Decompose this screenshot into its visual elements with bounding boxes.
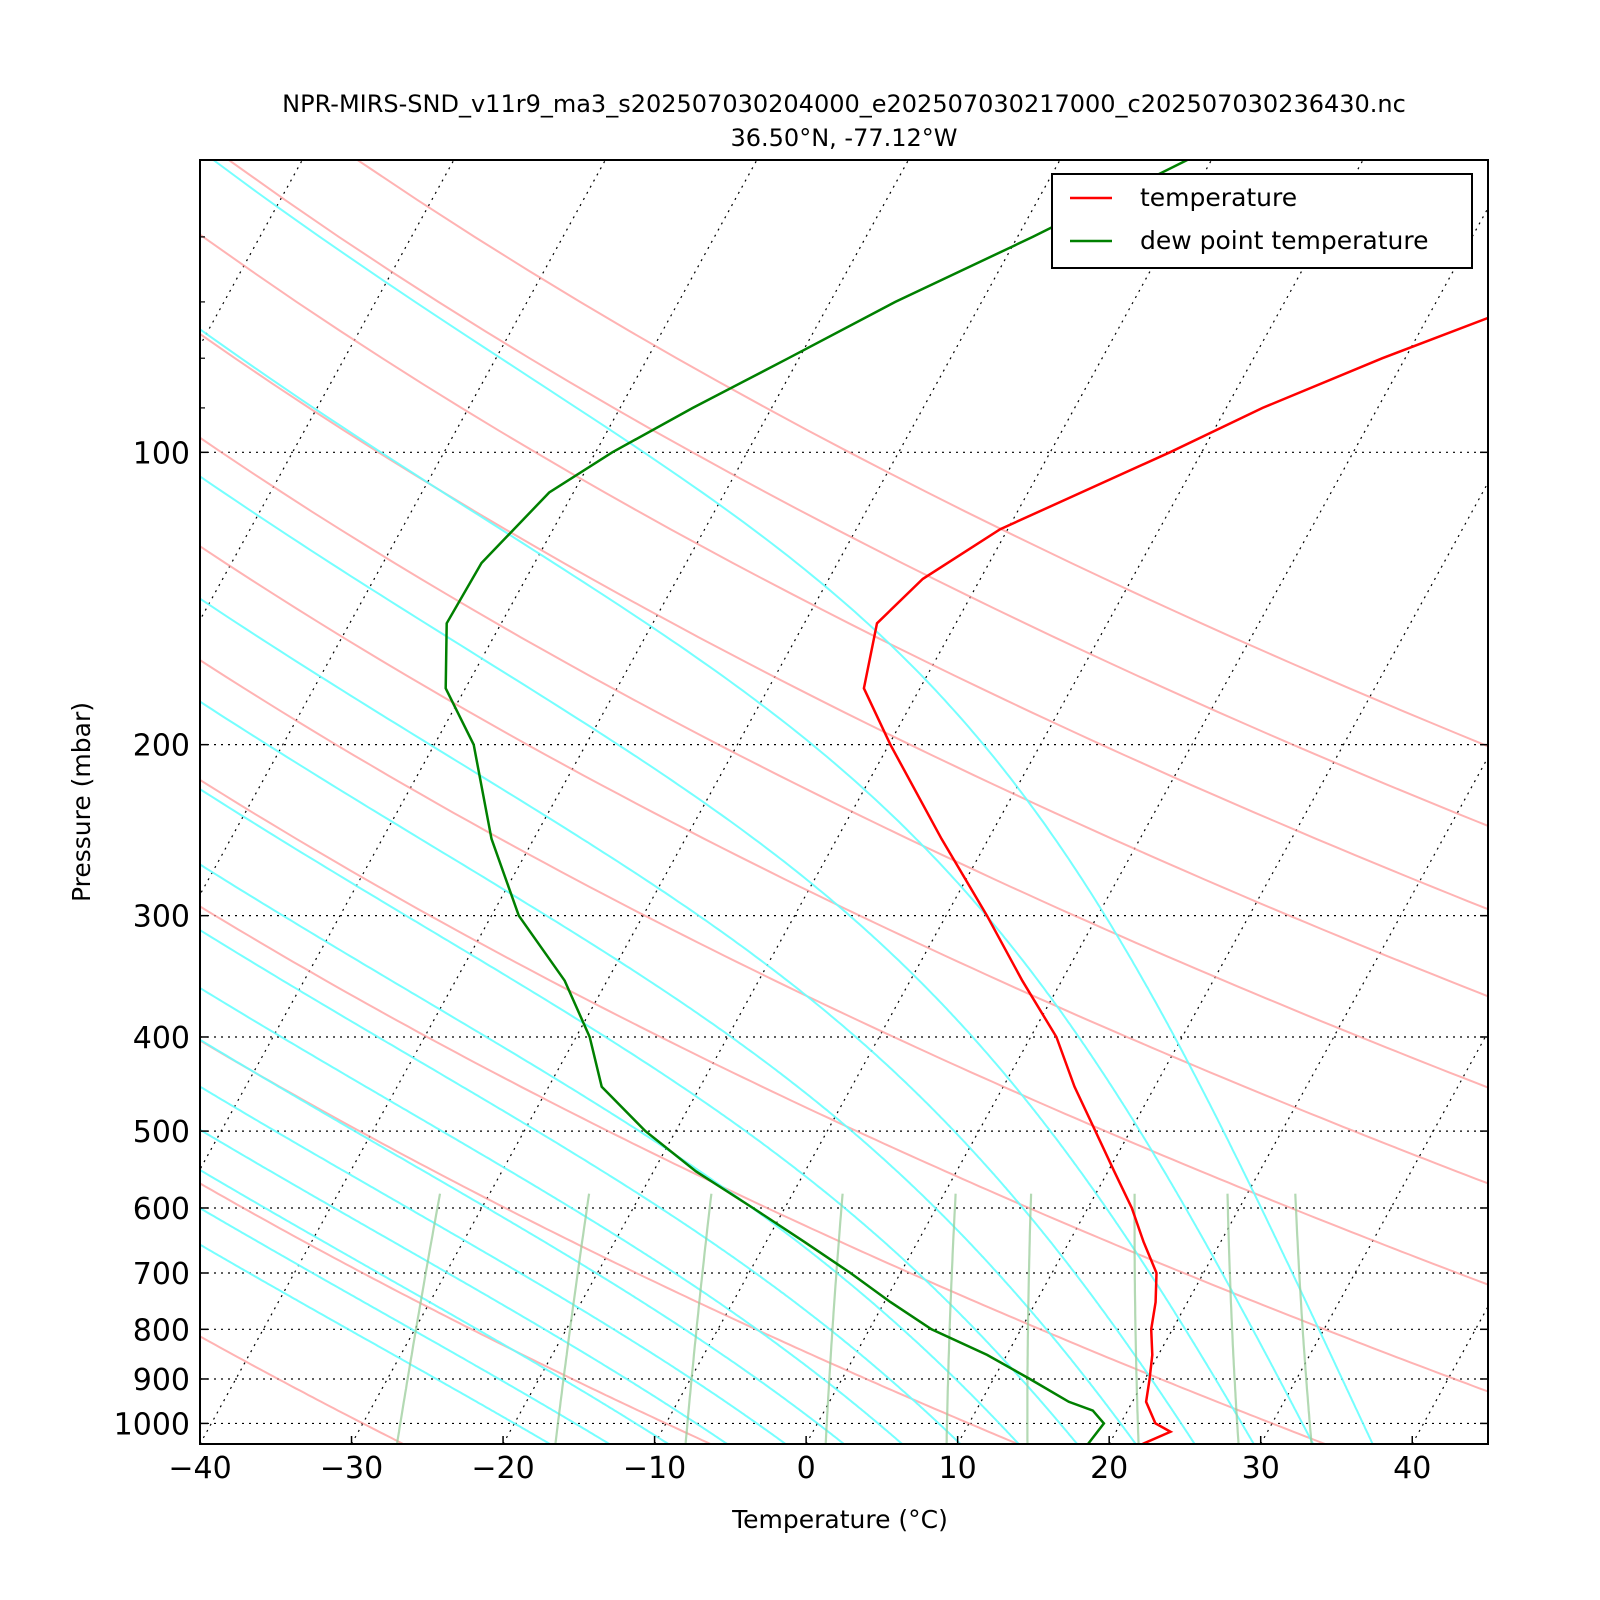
x-tick-label: 40 [1393, 1451, 1431, 1486]
y-tick-label: 800 [133, 1313, 190, 1348]
dry-adiabat-line [200, 778, 1488, 1393]
isotherm-line [1411, 1305, 1488, 1444]
mixing-ratio-line [1026, 1193, 1033, 1444]
plot-frame [199, 159, 1489, 1445]
dry-adiabat-line [200, 332, 1488, 998]
mixing-ratio-line [1226, 1193, 1240, 1444]
dew-point-line [444, 160, 1188, 1444]
isotherm-line [200, 160, 758, 1171]
moist-adiabat-line [200, 1038, 845, 1444]
dry-adiabat-line [200, 1182, 712, 1444]
dry-adiabat-line [200, 436, 1488, 1089]
x-tick-label: 30 [1242, 1451, 1280, 1486]
moist-adiabat-line [200, 1128, 728, 1444]
background-lines [200, 160, 1600, 1444]
legend-box [1051, 173, 1473, 269]
x-tick-label: −40 [168, 1451, 231, 1486]
y-tick-label: 700 [133, 1257, 190, 1292]
x-tick-label: 0 [797, 1451, 816, 1486]
x-tick-label: 10 [939, 1451, 977, 1486]
y-tick-label: 200 [133, 729, 190, 764]
y-tick-label: 600 [133, 1192, 190, 1227]
y-axis-label: Pressure (mbar) [67, 702, 96, 902]
x-tick-label: −10 [623, 1451, 686, 1486]
y-tick-label: 100 [133, 436, 190, 471]
moist-adiabat-line [200, 1207, 610, 1444]
y-tick-label: 900 [133, 1363, 190, 1398]
dry-adiabat-line [200, 545, 1488, 1185]
x-tick-label: 20 [1090, 1451, 1128, 1486]
y-tick-label: 1000 [114, 1407, 190, 1442]
moist-adiabat-line [200, 475, 1255, 1444]
y-tick-label: 400 [133, 1021, 190, 1056]
chart-title: NPR-MIRS-SND_v11r9_ma3_s202507030204000_… [282, 90, 1406, 118]
y-tick-label: 300 [133, 900, 190, 935]
mixing-ratio-line [1294, 1193, 1313, 1444]
mixing-ratio-line [395, 1193, 442, 1444]
mixing-ratio-line [824, 1193, 844, 1444]
mixing-ratio-line [554, 1193, 591, 1444]
temperature-line [862, 316, 1488, 1444]
moist-adiabat-line [200, 1243, 551, 1444]
moist-adiabat-line [200, 1168, 669, 1444]
dry-adiabat-line [200, 658, 1488, 1286]
legend-label-dew-point: dew point temperature [1140, 226, 1429, 255]
x-tick-label: −30 [320, 1451, 383, 1486]
moist-adiabat-line [200, 788, 1078, 1444]
moist-adiabat-line [200, 986, 903, 1444]
isotherm-line [805, 206, 1488, 1444]
series-lines [444, 160, 1488, 1444]
dry-adiabat-line [228, 160, 1488, 827]
axis-ticks: −40 −30 −20 −10 0 10 20 30 40 100 200 300 400 500 600 7… [114, 236, 1488, 1486]
moist-adiabat-line [212, 160, 1374, 1444]
dry-adiabat-line [200, 1039, 1019, 1444]
moist-adiabat-line [200, 1085, 787, 1444]
dry-adiabat-line [200, 233, 1488, 911]
isotherm-line [200, 160, 303, 347]
moist-adiabat-line [200, 863, 1020, 1444]
isotherm-line [1108, 756, 1488, 1444]
mixing-ratio-line [945, 1193, 957, 1444]
x-axis-label: Temperature (°C) [731, 1505, 948, 1534]
y-tick-label: 500 [133, 1115, 190, 1150]
moist-adiabat-line [200, 928, 962, 1444]
isotherm-line [200, 160, 909, 1444]
dry-adiabat-line [200, 1335, 404, 1444]
isotherm-line [654, 160, 1364, 1444]
legend-label-temperature: temperature [1140, 183, 1297, 212]
mixing-ratio-line [684, 1193, 713, 1444]
moist-adiabat-line [200, 700, 1137, 1444]
chart-subtitle: 36.50°N, -77.12°W [730, 124, 957, 152]
isotherm-line [1564, 160, 1600, 1444]
moist-adiabat-line [200, 328, 1314, 1444]
isotherm-line [957, 481, 1488, 1444]
dry-adiabat-line [200, 905, 1326, 1444]
mixing-ratio-line [1133, 1193, 1140, 1444]
isotherm-line [502, 160, 1212, 1444]
legend: temperature dew point temperature [1051, 173, 1473, 269]
x-tick-label: −20 [471, 1451, 534, 1486]
moist-adiabat-line [200, 597, 1196, 1444]
